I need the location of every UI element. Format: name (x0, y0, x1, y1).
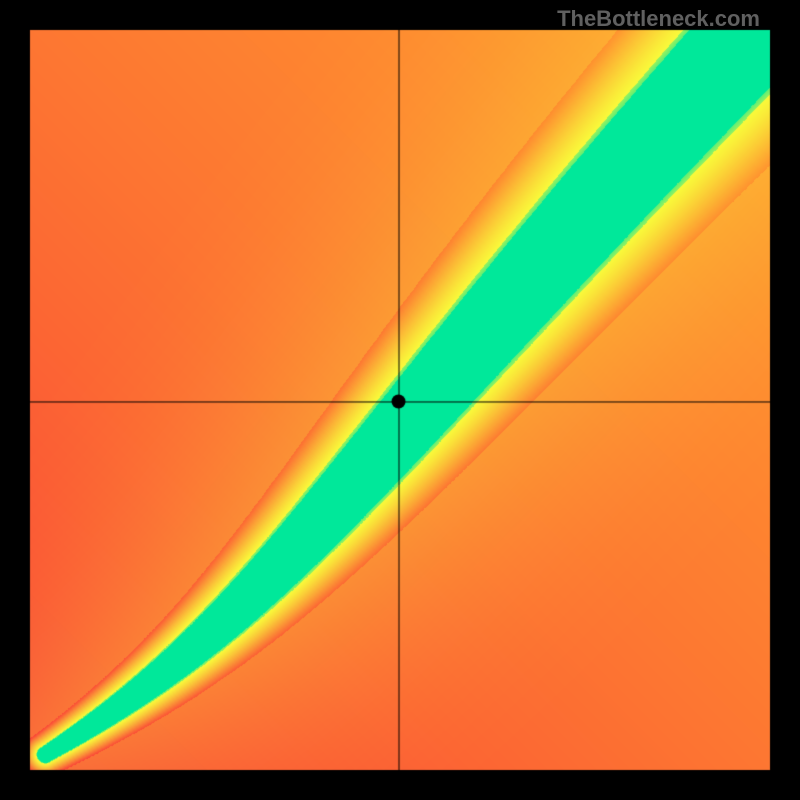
heatmap-canvas (0, 0, 800, 800)
watermark-text: TheBottleneck.com (557, 6, 760, 32)
